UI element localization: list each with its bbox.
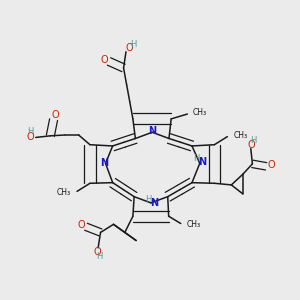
Text: N: N (148, 126, 156, 136)
Text: O: O (51, 110, 59, 120)
Text: N: N (150, 198, 158, 208)
Text: H: H (28, 127, 34, 136)
Text: O: O (125, 43, 133, 53)
Text: O: O (94, 247, 101, 257)
Text: O: O (77, 220, 85, 230)
Text: CH₃: CH₃ (57, 188, 71, 197)
Text: O: O (100, 55, 108, 65)
Text: O: O (27, 132, 34, 142)
Text: H: H (194, 154, 200, 163)
Text: O: O (267, 160, 275, 170)
Text: N: N (198, 158, 206, 167)
Text: CH₃: CH₃ (187, 220, 201, 229)
Text: CH₃: CH₃ (193, 108, 207, 117)
Text: H: H (96, 252, 103, 261)
Text: CH₃: CH₃ (233, 131, 248, 140)
Text: H: H (130, 40, 136, 49)
Text: H: H (250, 136, 256, 145)
Text: H: H (145, 195, 151, 204)
Text: O: O (248, 140, 256, 150)
Text: N: N (100, 158, 108, 168)
